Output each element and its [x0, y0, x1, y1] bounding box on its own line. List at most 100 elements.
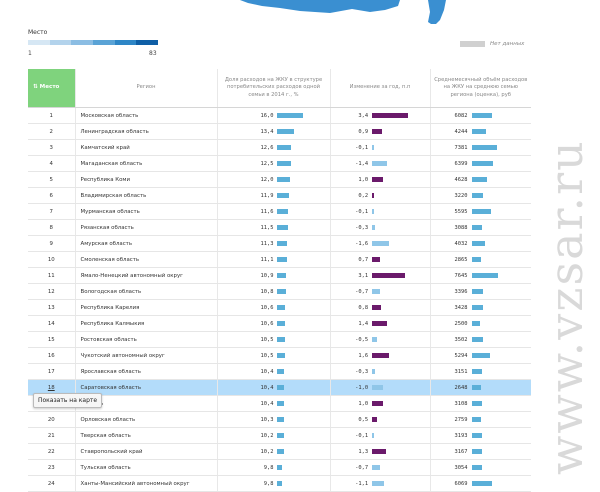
change-value: 1,4	[358, 320, 369, 327]
volume-bar	[471, 449, 483, 454]
table-row[interactable]: 3 Камчатский край 12,6 -0,1 7381	[28, 139, 531, 156]
column-header-share[interactable]: Доля расходов на ЖКУ в структуре потреби…	[216, 69, 330, 108]
table-row[interactable]: 14 Республика Калмыкия 10,6 1,4 2500	[28, 315, 531, 332]
table-row[interactable]: 21 Тверская область 10,2 -0,1 3193	[28, 427, 531, 444]
place-cell: 24	[28, 475, 75, 492]
place-cell: 6	[28, 187, 75, 204]
volume-cell: 3396	[429, 283, 531, 300]
share-bar	[276, 321, 285, 326]
table-row[interactable]: 22 Ставропольский край 10,2 1,3 3167	[28, 443, 531, 460]
change-cell: -1,6	[329, 235, 430, 252]
table-row[interactable]: 7 Мурманская область 11,6 -0,1 5595	[28, 203, 531, 220]
column-header-region[interactable]: Регион	[74, 69, 217, 108]
share-bar	[276, 193, 290, 198]
place-cell: 21	[28, 427, 75, 444]
table-row[interactable]: 5 Республика Коми 12,0 1,0 4628	[28, 171, 531, 188]
table-row[interactable]: 18 Саратовская область 10,4 -1,0 2648	[28, 379, 531, 396]
volume-value: 7645	[454, 272, 468, 279]
change-value: -0,5	[355, 336, 369, 343]
volume-value: 3428	[454, 304, 468, 311]
change-cell: -1,0	[329, 379, 430, 396]
volume-bar	[471, 369, 483, 374]
volume-value: 4032	[454, 240, 468, 247]
region-cell: Мурманская область	[74, 203, 217, 220]
change-value: -0,3	[355, 224, 369, 231]
table-row[interactable]: 24 Ханты-Мансийский автономный округ 9,8…	[28, 475, 531, 492]
volume-value: 3502	[454, 336, 468, 343]
share-cell: 10,5	[216, 331, 330, 348]
share-bar	[276, 385, 285, 390]
table-row[interactable]: 13 Республика Карелия 10,6 0,8 3428	[28, 299, 531, 316]
change-bar	[372, 337, 378, 342]
show-on-map-tooltip[interactable]: Показать на карте	[33, 393, 103, 408]
change-bar	[372, 177, 383, 182]
region-cell: Орловская область	[74, 411, 217, 428]
column-header-change[interactable]: Изменение за год, п.п	[329, 69, 430, 108]
share-bar	[276, 225, 288, 230]
volume-bar	[471, 225, 482, 230]
place-cell: 18	[28, 379, 75, 396]
volume-bar	[471, 241, 486, 246]
table-row[interactable]: 6 Владимирская область 11,9 0,2 3220	[28, 187, 531, 204]
table-row[interactable]: 11 Ямало-Ненецкий автономный округ 10,9 …	[28, 267, 531, 284]
share-cell: 12,0	[216, 171, 330, 188]
change-bar	[372, 401, 383, 406]
change-bar	[372, 145, 374, 150]
region-cell: Республика Коми	[74, 171, 217, 188]
table-row[interactable]: 16 Чукотский автономный округ 10,5 1,6 5…	[28, 347, 531, 364]
share-bar	[276, 449, 284, 454]
table-row[interactable]: 15 Ростовская область 10,5 -0,5 3502	[28, 331, 531, 348]
table-row[interactable]: 12 Вологодская область 10,8 -0,7 3396	[28, 283, 531, 300]
volume-value: 6069	[454, 480, 468, 487]
share-cell: 16,0	[216, 107, 330, 124]
volume-bar	[471, 209, 491, 214]
change-bar	[372, 417, 378, 422]
share-cell: 11,5	[216, 219, 330, 236]
share-value: 10,4	[260, 384, 274, 391]
change-bar	[372, 305, 381, 310]
share-value: 9,8	[263, 480, 274, 487]
region-cell: Тульская область	[74, 459, 217, 476]
column-header-place[interactable]: ⇅ Место	[28, 69, 75, 108]
change-value: 0,9	[358, 128, 369, 135]
region-cell: Камчатский край	[74, 139, 217, 156]
share-bar	[276, 417, 284, 422]
table-row[interactable]: 4 Магаданская область 12,5 -1,4 6399	[28, 155, 531, 172]
table-row[interactable]: 23 Тульская область 9,8 -0,7 3054	[28, 459, 531, 476]
volume-value: 3220	[454, 192, 468, 199]
change-cell: 3,4	[329, 107, 430, 124]
share-value: 12,6	[260, 144, 274, 151]
share-cell: 10,6	[216, 315, 330, 332]
change-cell: 1,4	[329, 315, 430, 332]
volume-value: 3088	[454, 224, 468, 231]
table-row[interactable]: 2 Ленинградская область 13,4 0,9 4244	[28, 123, 531, 140]
table-row[interactable]: 17 Ярославская область 10,4 -0,3 3151	[28, 363, 531, 380]
table-row[interactable]: 10 Смоленская область 11,1 0,7 2865	[28, 251, 531, 268]
share-cell: 10,2	[216, 427, 330, 444]
volume-cell: 2759	[429, 411, 531, 428]
share-bar	[276, 257, 287, 262]
legend-title: Место	[28, 29, 48, 36]
volume-cell: 2648	[429, 379, 531, 396]
region-cell: Магаданская область	[74, 155, 217, 172]
share-value: 11,6	[260, 208, 274, 215]
volume-cell: 5595	[429, 203, 531, 220]
share-bar	[276, 465, 283, 470]
column-header-volume[interactable]: Среднемесячный объём расходов на ЖКУ на …	[429, 69, 531, 108]
region-cell: Ленинградская область	[74, 123, 217, 140]
map-fragment[interactable]	[0, 0, 540, 24]
share-value: 10,5	[260, 352, 274, 359]
map-region-shape[interactable]	[240, 0, 400, 13]
place-cell: 10	[28, 251, 75, 268]
volume-value: 4244	[454, 128, 468, 135]
place-cell: 15	[28, 331, 75, 348]
table-row[interactable]: 19 область 10,4 1,0 3108	[28, 395, 531, 412]
table-row[interactable]: 8 Рязанская область 11,5 -0,3 3088	[28, 219, 531, 236]
table-row[interactable]: 1 Московская область 16,0 3,4 6082	[28, 107, 531, 124]
table-row[interactable]: 20 Орловская область 10,3 0,5 2759	[28, 411, 531, 428]
change-cell: -0,1	[329, 139, 430, 156]
volume-bar	[471, 273, 498, 278]
volume-bar	[471, 161, 494, 166]
table-row[interactable]: 9 Амурская область 11,3 -1,6 4032	[28, 235, 531, 252]
region-cell: Смоленская область	[74, 251, 217, 268]
